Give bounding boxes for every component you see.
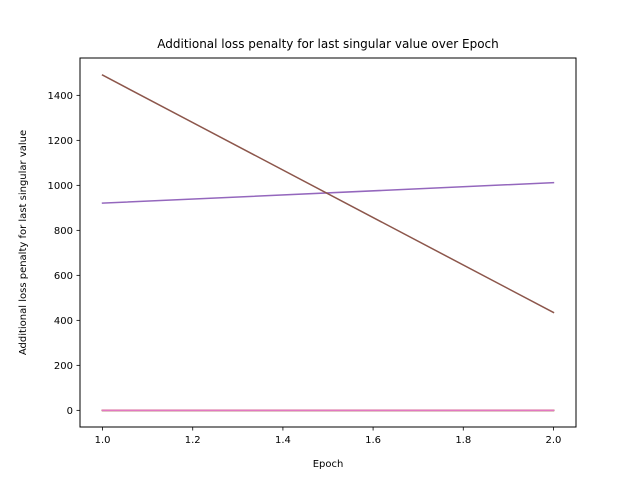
series-line-6 — [101, 74, 555, 314]
x-axis-label: Epoch — [313, 459, 344, 470]
y-tick-label: 1400 — [48, 91, 73, 102]
x-tick-label: 1.8 — [455, 435, 471, 446]
y-tick-label: 200 — [54, 361, 73, 372]
y-tick-label: 1000 — [48, 181, 73, 192]
chart-title: Additional loss penalty for last singula… — [157, 37, 499, 51]
x-tick-label: 1.4 — [275, 435, 291, 446]
series-line-5 — [101, 181, 555, 204]
x-tick-label: 1.0 — [95, 435, 111, 446]
y-axis-ticks: 0 200 400 600 800 1000 1200 1400 — [48, 91, 80, 417]
x-axis-ticks: 1.0 1.2 1.4 1.6 1.8 2.0 — [95, 427, 562, 446]
plot-frame — [79, 57, 577, 428]
y-tick-label: 1200 — [48, 136, 73, 147]
x-tick-label: 2.0 — [546, 435, 562, 446]
series-layer — [101, 74, 555, 412]
y-tick-label: 400 — [54, 316, 73, 327]
y-tick-label: 600 — [54, 271, 73, 282]
y-tick-label: 0 — [67, 406, 73, 417]
x-tick-label: 1.2 — [185, 435, 201, 446]
y-axis-label: Additional loss penalty for last singula… — [18, 130, 29, 355]
x-tick-label: 1.6 — [365, 435, 381, 446]
y-tick-label: 800 — [54, 226, 73, 237]
